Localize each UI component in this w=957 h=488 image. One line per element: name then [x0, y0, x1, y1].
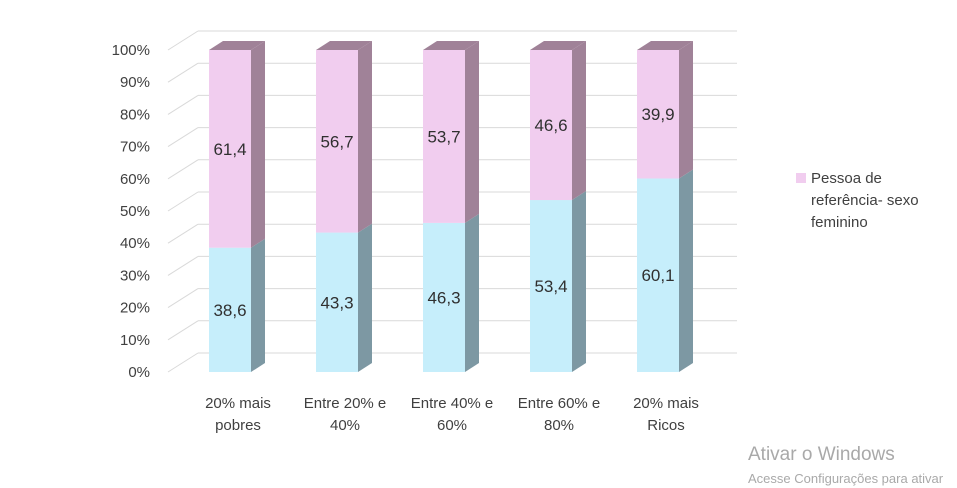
x-category-label: 20% mais — [205, 395, 271, 412]
y-tick-label: 40% — [120, 235, 150, 252]
y-tick-label: 0% — [128, 364, 150, 381]
legend-label: Pessoa de referência- sexo feminino — [811, 170, 919, 231]
bar-segment-bottom — [209, 247, 251, 372]
bar-segment-top — [637, 50, 679, 179]
bar-segment-top — [316, 50, 358, 233]
gridline-diagonal — [167, 94, 199, 115]
y-tick-label: 60% — [120, 171, 150, 188]
bar-top-cap — [530, 41, 586, 50]
x-category-label: 20% mais — [633, 395, 699, 412]
data-label-bottom: 38,6 — [213, 301, 246, 320]
bar-segment-bottom — [637, 178, 679, 372]
gridline-diagonal — [167, 223, 199, 244]
gridline-diagonal — [167, 320, 199, 341]
bar-top-cap — [316, 41, 372, 50]
x-category-label: Ricos — [647, 417, 685, 434]
bar-side-top — [251, 41, 265, 248]
bar-top-cap — [423, 41, 479, 50]
gridline-diagonal — [167, 191, 199, 212]
gridline-diagonal — [167, 255, 199, 276]
x-axis-categories: 20% mais pobres Entre 20% e 40% Entre 40% e 6… — [205, 395, 699, 434]
y-tick-label: 20% — [120, 300, 150, 317]
x-category-label: pobres — [215, 417, 261, 434]
bar-side-top — [358, 41, 372, 233]
data-label-bottom: 46,3 — [427, 288, 460, 307]
gridline-diagonal — [167, 159, 199, 180]
bar-side-top — [572, 41, 586, 201]
y-tick-label: 80% — [120, 106, 150, 123]
y-tick-label: 10% — [120, 332, 150, 349]
bar-side-top — [679, 41, 693, 179]
bar-side-top — [465, 41, 479, 223]
data-label-top: 61,4 — [213, 140, 246, 159]
bar-segment-top — [423, 50, 465, 223]
x-category-label: Entre 20% e — [304, 395, 387, 412]
bar-segment-top — [209, 50, 251, 248]
x-category-label: Entre 60% e — [518, 395, 601, 412]
y-tick-label: 30% — [120, 267, 150, 284]
y-tick-label: 100% — [112, 42, 150, 59]
bar-side-bottom — [358, 223, 372, 372]
x-category-label: 40% — [330, 417, 360, 434]
data-label-bottom: 43,3 — [320, 293, 353, 312]
bar-segment-top — [530, 50, 572, 201]
watermark-subtitle: Acesse Configurações para ativar — [748, 471, 944, 486]
gridline-diagonal — [167, 352, 199, 373]
gridline-diagonal — [167, 30, 199, 51]
y-axis-ticks: 0% 10% 20% 30% 40% 50% 60% 70% 80% 90% 100% — [112, 42, 150, 381]
y-tick-label: 50% — [120, 203, 150, 220]
bar-side-bottom — [465, 213, 479, 372]
x-category-label: Entre 40% e — [411, 395, 494, 412]
data-label-top: 53,7 — [427, 127, 460, 146]
legend-swatch — [796, 173, 806, 183]
gridline-diagonal — [167, 127, 199, 148]
bar-segment-bottom — [530, 200, 572, 372]
bar-top-cap — [209, 41, 265, 50]
data-label-top: 46,6 — [534, 116, 567, 135]
bar-side-bottom — [251, 238, 265, 372]
y-tick-label: 70% — [120, 139, 150, 156]
x-category-label: 60% — [437, 417, 467, 434]
data-label-bottom: 60,1 — [641, 266, 674, 285]
gridline-diagonal — [167, 288, 199, 309]
bar-side-bottom — [679, 169, 693, 372]
bar-segment-bottom — [423, 222, 465, 372]
x-category-label: 80% — [544, 417, 574, 434]
data-label-top: 39,9 — [641, 105, 674, 124]
bar-segment-bottom — [316, 232, 358, 372]
bar-side-bottom — [572, 191, 586, 372]
gridline-diagonal — [167, 62, 199, 83]
windows-activation-watermark: Ativar o Windows Acesse Configurações pa… — [748, 444, 943, 488]
data-label-top: 56,7 — [320, 132, 353, 151]
y-tick-label: 90% — [120, 74, 150, 91]
data-label-bottom: 53,4 — [534, 277, 567, 296]
watermark-title: Ativar o Windows — [748, 444, 895, 465]
bar-top-cap — [637, 41, 693, 50]
data-labels: 38,6 61,4 43,3 56,7 46,3 53,7 53,4 46,6 60,1 39,9 — [213, 105, 674, 320]
bars — [209, 41, 693, 372]
